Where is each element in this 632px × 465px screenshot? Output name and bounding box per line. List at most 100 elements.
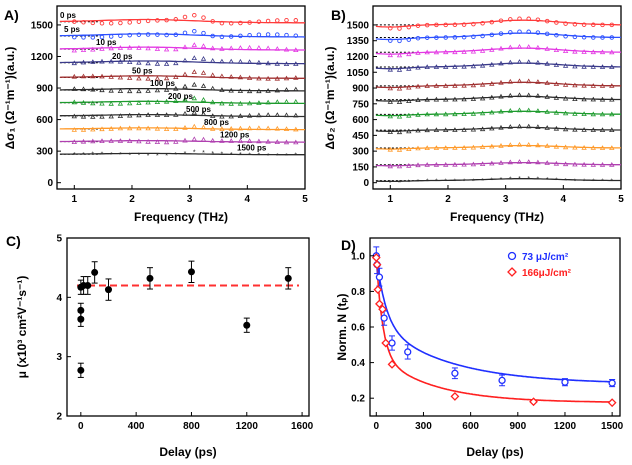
panel-c-ylabel: μ (x10³ cm²V⁻¹s⁻¹): [15, 276, 29, 379]
b-point-2: [544, 46, 550, 51]
b-point-2: [406, 51, 412, 57]
b-point-7: [535, 124, 541, 129]
b-point-2: [581, 49, 587, 54]
a-point-8: [283, 126, 290, 131]
a-point-8: [90, 126, 96, 132]
b-point-8: [443, 145, 449, 150]
b-point-3: [443, 64, 449, 69]
b-point-10: *: [527, 176, 530, 183]
b-point-6: [562, 110, 569, 116]
panel-d-x-ticks: 0 300 600 900 1200 1500: [374, 412, 624, 432]
a-point-6: [293, 98, 299, 104]
b-xtick-label: 1: [388, 194, 394, 205]
b-point-10: *: [463, 178, 466, 185]
b-point-1: [461, 34, 467, 40]
b-point-0: [461, 22, 467, 27]
a-point-2: [99, 46, 105, 51]
b-point-9: [424, 162, 430, 167]
panel-d-letter: D): [341, 237, 356, 253]
panel-b-xlabel: Frequency (THz): [450, 210, 544, 224]
a-point-7: [154, 112, 161, 117]
a-point-2: [90, 46, 96, 52]
a-point-6: [173, 98, 179, 103]
a-point-8: [173, 126, 179, 131]
d-point-166: [381, 338, 391, 348]
a-point-9: [145, 138, 151, 144]
b-point-7: [553, 125, 560, 131]
a-point-10: *: [73, 152, 76, 159]
a-point-10: *: [193, 150, 196, 157]
b-point-3: [433, 64, 440, 69]
b-point-0: [508, 17, 513, 22]
b-point-1: [397, 38, 402, 44]
panel-c-frame: [66, 237, 310, 417]
b-point-8: [452, 145, 458, 150]
a-point-0: [265, 18, 271, 24]
a-ytick-label: 300: [36, 147, 53, 158]
a-point-5: [228, 87, 234, 93]
b-point-10: *: [472, 178, 475, 185]
b-xtick-label: 4: [561, 194, 567, 205]
b-point-8: [535, 142, 541, 148]
a-point-6: [274, 99, 280, 104]
b-point-0: [554, 20, 559, 25]
a-point-10: *: [174, 152, 177, 159]
delay-label-9: 1200 ps: [220, 131, 250, 140]
a-point-3: [163, 61, 170, 66]
a-point-7: [90, 113, 96, 119]
b-point-4: [526, 78, 532, 84]
a-point-7: [136, 112, 142, 118]
a-point-10: *: [285, 153, 288, 160]
a-point-2: [154, 46, 161, 51]
panel-b-frame: [372, 5, 622, 190]
b-point-1: [535, 30, 541, 35]
a-point-4: [173, 74, 179, 79]
a-point-5: [237, 88, 244, 93]
b-point-4: [396, 85, 403, 91]
b-point-10: *: [518, 176, 521, 183]
a-point-8: [71, 127, 77, 132]
b-point-2: [424, 49, 430, 55]
a-point-3: [283, 61, 290, 66]
b-point-2: [433, 49, 440, 55]
a-point-1: [201, 30, 206, 36]
b-point-1: [526, 29, 531, 35]
a-point-5: [219, 87, 225, 92]
a-point-5: [99, 87, 105, 93]
d-point-73: [380, 314, 388, 322]
b-point-8: [406, 146, 412, 151]
b-point-1: [591, 35, 596, 40]
a-point-9: [90, 138, 96, 144]
a-point-1: [164, 32, 169, 38]
b-point-4: [609, 83, 615, 88]
a-point-8: [163, 126, 170, 131]
a-point-3: [219, 58, 225, 64]
a-point-1: [210, 33, 215, 39]
b-ytick-label: 450: [352, 131, 369, 142]
a-point-3: [173, 60, 179, 66]
c-xtick-label: 1200: [236, 421, 259, 432]
b-point-5: [479, 95, 486, 101]
delay-label-6: 200 ps: [168, 92, 193, 101]
a-point-7: [80, 113, 87, 119]
b-point-3: [599, 64, 606, 69]
b-point-3: [609, 64, 615, 69]
a-point-10: *: [294, 153, 297, 160]
a-point-1: [192, 28, 197, 34]
d-point-166: [375, 299, 384, 309]
b-point-9: [396, 163, 403, 169]
a-point-5: [182, 83, 188, 89]
panel-a-ylabel: Δσ₁ (Ω⁻¹m⁻¹)(a.u.): [3, 47, 17, 150]
a-point-2: [117, 45, 124, 50]
legend-label-73: 73 μJ/cm²: [522, 252, 569, 263]
a-point-6: [191, 95, 197, 101]
a-point-1: [284, 32, 289, 38]
a-point-7: [127, 112, 133, 118]
a-point-4: [219, 73, 225, 79]
b-point-3: [507, 59, 513, 65]
b-point-9: [461, 161, 467, 167]
a-point-10: *: [101, 152, 104, 159]
a-point-6: [99, 100, 105, 106]
panel-b-ylabel: Δσ₂ (Ω⁻¹m⁻¹)(a.u.): [323, 46, 337, 149]
b-point-4: [562, 82, 569, 87]
